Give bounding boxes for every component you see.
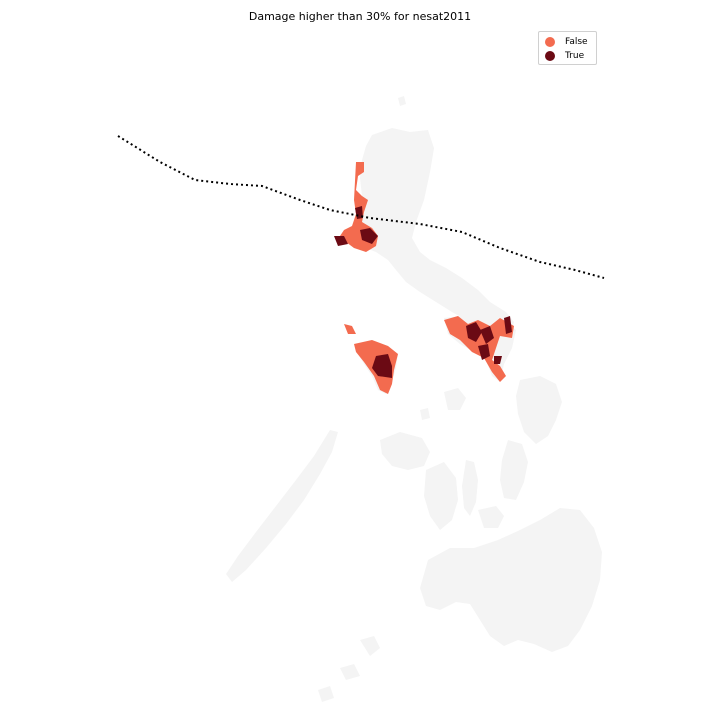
map-title: Damage higher than 30% for nesat2011 [248,10,472,23]
municipality-true [360,228,378,244]
luzon-landmass [348,128,514,340]
municipality-true [494,356,502,364]
romblon-islet [420,408,430,420]
circle-marker-icon [545,37,555,47]
masbate-island [444,388,466,410]
municipality-true [504,316,512,334]
bohol-island [478,506,504,528]
palawan-island [226,430,338,582]
leyte-island [500,440,528,500]
municipality-true [372,354,392,378]
legend-label-true: True [565,51,585,61]
circle-marker-icon [545,51,555,61]
mindanao-island [420,508,602,652]
cebu-island [462,460,478,516]
legend-item-true: True [545,50,584,62]
sulu-archipelago [318,636,380,702]
legend: False True [538,31,597,65]
damaged-municipalities [334,162,514,394]
land-basemap [226,96,602,702]
municipality-false [344,324,356,334]
batanes-islet [398,96,406,106]
municipality-true [478,344,490,360]
municipality-true [466,322,482,342]
samar-island [516,376,562,444]
panay-island [380,432,430,470]
municipality-true [480,326,494,344]
municipality-true [334,236,348,246]
legend-label-false: False [565,37,588,47]
negros-island [424,462,458,530]
legend-item-false: False [545,36,588,48]
